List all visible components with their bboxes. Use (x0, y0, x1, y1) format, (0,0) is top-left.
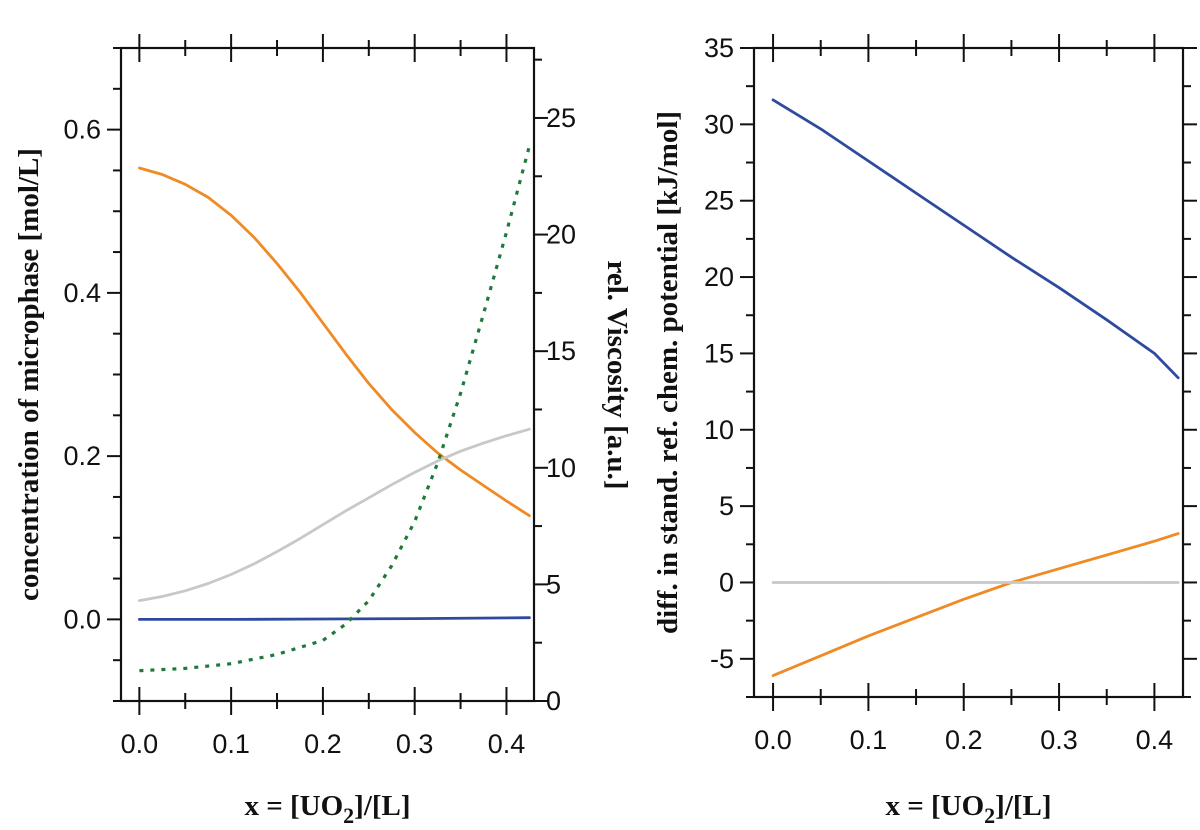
y-axis-title: concentration of microphase [mol/L] (13, 148, 45, 601)
y-tick-label: 5 (719, 491, 734, 521)
y-tick-label: 10 (704, 415, 734, 445)
series-line-2 (771, 532, 1180, 677)
y-tick-label: 15 (704, 338, 734, 368)
y-axis-title: diff. in stand. ref. chem. potential [kJ… (652, 111, 684, 634)
y-tick-label: 0.6 (63, 115, 101, 145)
x-tick-label: 0.1 (850, 725, 888, 755)
y-tick-label: 20 (704, 262, 734, 292)
x-axis-title-subscript: 2 (343, 803, 354, 828)
x-axis-title-part: x = [UO (244, 790, 343, 822)
right-chart-panel: 0.0 0.1 0.2 0.3 0.4 -5 0 5 10 15 20 25 30 35 x = [UO2]… (652, 33, 1197, 828)
x-tick-label: 0.4 (488, 729, 526, 759)
y2-axis-title: rel. Viscosity [a.u.] (601, 260, 633, 489)
x-axis-title-part: ]/[L] (354, 790, 410, 822)
series-group (137, 145, 531, 673)
series-group (771, 98, 1180, 677)
y-tick-label: 0.4 (63, 278, 101, 308)
y-tick-label: 30 (704, 109, 734, 139)
x-tick-label: 0.4 (1136, 725, 1174, 755)
y-tick-label: -5 (710, 644, 734, 674)
plot-frame (752, 46, 1185, 699)
x-tick-label: 0.0 (754, 725, 792, 755)
x-axis-title: x = [UO2]/[L] (885, 790, 1051, 828)
plot-frame (119, 46, 536, 703)
x-tick-label: 0.3 (396, 729, 434, 759)
x-tick-label: 0.2 (304, 729, 342, 759)
x-tick-label: 0.2 (945, 725, 983, 755)
x-axis-title-subscript: 2 (984, 803, 995, 828)
x-axis-title-part: x = [UO (885, 790, 984, 822)
series-line-4 (139, 145, 531, 673)
x-tick-label: 0.1 (212, 729, 250, 759)
series-line-2 (137, 427, 531, 602)
y-tick-label: 0.2 (63, 441, 101, 471)
y-tick-label: 35 (704, 33, 734, 63)
series-line-1 (137, 166, 531, 518)
x-axis-title: x = [UO2]/[L] (244, 790, 410, 828)
y-tick-label: 0.0 (63, 604, 101, 634)
y-tick-label: 25 (704, 186, 734, 216)
y2-tick-label: 10 (546, 453, 576, 483)
x-tick-label: 0.3 (1040, 725, 1078, 755)
y2-tick-label: 20 (546, 220, 576, 250)
series-line-1 (771, 98, 1180, 380)
y2-tick-label: 5 (546, 569, 561, 599)
left-chart-panel: 0.0 0.1 0.2 0.3 0.4 0.0 0.2 0.4 0.6 0 5 10 15 20 25 x =… (13, 34, 633, 828)
x-axis-title-part: ]/[L] (995, 790, 1051, 822)
y2-tick-label: 15 (546, 336, 576, 366)
y2-tick-label: 0 (546, 686, 561, 716)
x-tick-label: 0.0 (121, 729, 159, 759)
y2-tick-label: 25 (546, 103, 576, 133)
series-line-3 (137, 616, 531, 621)
y-tick-label: 0 (719, 567, 734, 597)
